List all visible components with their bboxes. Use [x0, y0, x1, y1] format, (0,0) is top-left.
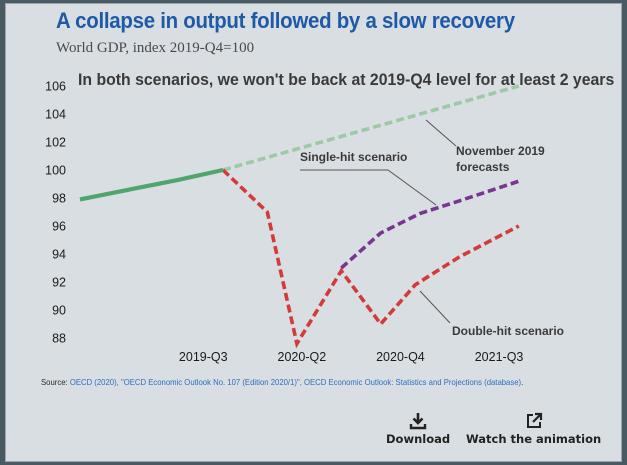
chart-subtitle: World GDP, index 2019-Q4=100	[56, 40, 255, 56]
y-tick-label: 100	[45, 164, 66, 178]
series-line-single-hit-scenario	[340, 179, 520, 270]
x-tick-label: 2021-Q3	[475, 350, 524, 364]
source-prefix: Source:	[41, 377, 70, 387]
y-tick-label: 106	[45, 80, 66, 94]
y-tick-label: 98	[52, 192, 66, 206]
y-tick-label: 104	[45, 108, 66, 122]
source-link[interactable]: OECD (2020), "OECD Economic Outlook No. …	[69, 377, 522, 387]
y-tick-label: 92	[52, 276, 66, 290]
download-icon	[409, 413, 427, 430]
annotation-leader-single	[300, 169, 437, 206]
annotation-single: Single-hit scenario	[300, 150, 407, 164]
external-link-icon	[526, 412, 542, 428]
annotation-double: Double-hit scenario	[452, 324, 564, 338]
series-line-double-hit-scenario	[221, 168, 520, 349]
chart-headline: In both scenarios, we won't be back at 2…	[78, 70, 615, 89]
watch-animation-label: Watch the animation	[466, 432, 602, 446]
x-tick-label: 2020-Q2	[278, 350, 327, 364]
annotation-november: November 2019	[456, 144, 545, 158]
annotation-november: forecasts	[456, 160, 510, 174]
source-suffix: .	[521, 377, 524, 387]
series-line-history	[79, 167, 224, 202]
chart-frame	[5, 3, 622, 462]
series-line-november-2019-forecasts	[222, 84, 520, 172]
x-tick-label: 2020-Q4	[376, 350, 425, 364]
y-tick-label: 88	[52, 332, 66, 346]
annotation-leader-double	[419, 290, 451, 324]
download-button[interactable]: Download	[386, 412, 450, 446]
watch-animation-button[interactable]: Watch the animation	[466, 412, 601, 446]
y-tick-label: 90	[52, 304, 66, 318]
download-label: Download	[386, 432, 451, 446]
annotation-leader-november	[425, 119, 457, 147]
source-note: Source: OECD (2020), "OECD Economic Outl…	[41, 377, 523, 387]
x-tick-label: 2019-Q3	[179, 350, 228, 364]
y-tick-label: 94	[52, 248, 66, 262]
y-tick-label: 102	[45, 136, 66, 150]
chart-title: A collapse in output followed by a slow …	[56, 8, 515, 33]
y-tick-label: 96	[52, 220, 66, 234]
